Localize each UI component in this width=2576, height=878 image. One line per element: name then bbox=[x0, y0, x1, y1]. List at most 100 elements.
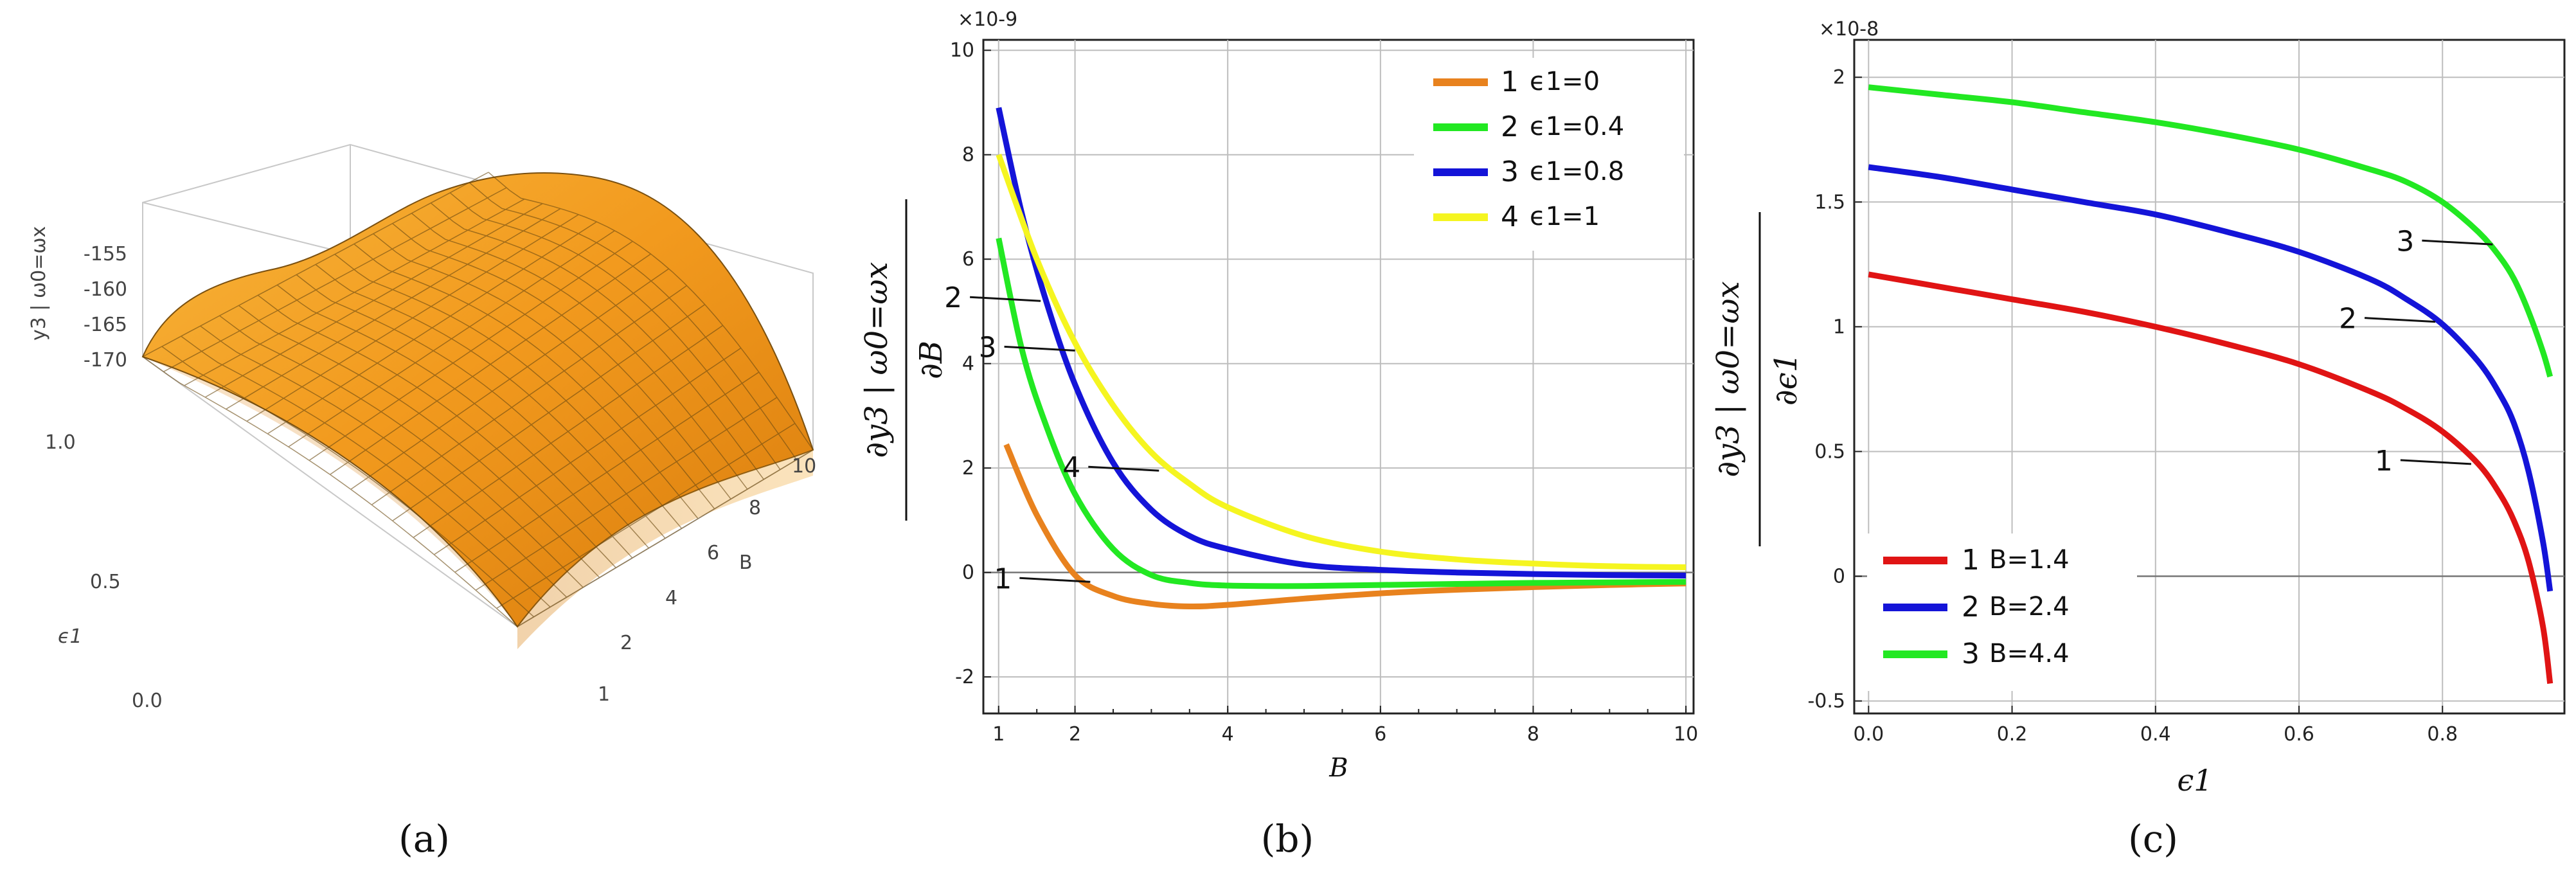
y-tick-label: 0.5 bbox=[1814, 440, 1845, 463]
annotation-leader bbox=[2365, 317, 2436, 323]
surface-right-edge bbox=[517, 450, 813, 649]
series-line-2 bbox=[996, 237, 1686, 589]
svg-text:B=4.4: B=4.4 bbox=[1989, 639, 2070, 668]
y-axis-label: ∂y3 | ω0=ωx ∂ϵ1 bbox=[1710, 212, 1804, 546]
svg-text:3: 3 bbox=[1501, 156, 1519, 188]
x-tick: 1.0 bbox=[45, 431, 76, 454]
svg-text:ϵ1=0.8: ϵ1=0.8 bbox=[1530, 157, 1624, 186]
y-tick-label: 2 bbox=[1833, 66, 1845, 89]
y-tick: 6 bbox=[707, 542, 719, 564]
scale-label: ×10-8 bbox=[1819, 18, 1879, 40]
y-label-denominator: ∂ϵ1 bbox=[1768, 353, 1804, 406]
svg-text:ϵ1=1: ϵ1=1 bbox=[1530, 202, 1600, 231]
y-tick-label: 0 bbox=[1833, 566, 1845, 588]
series-line-2 bbox=[1868, 164, 2554, 592]
legend-item: 3 B=4.4 bbox=[1883, 638, 2070, 670]
x-axis-label: B bbox=[1328, 753, 1348, 783]
y-tick-label: 1 bbox=[1833, 316, 1845, 338]
gridlines bbox=[1854, 40, 2564, 713]
series-line-3 bbox=[996, 107, 1686, 578]
z-axis-label: y3 | ω0=ωx bbox=[28, 226, 50, 341]
svg-text:B=1.4: B=1.4 bbox=[1989, 545, 2070, 575]
annotation-label: 2 bbox=[2339, 303, 2357, 336]
mesh-line bbox=[469, 182, 798, 460]
y-tick-label: 8 bbox=[962, 144, 974, 166]
annotation-leader bbox=[970, 296, 1041, 302]
curve-annotations: 1 2 3 bbox=[2339, 225, 2493, 478]
x-axis-label: ϵ1 bbox=[58, 625, 82, 648]
series-line-1 bbox=[1003, 443, 1686, 610]
series-line-1 bbox=[1868, 271, 2554, 684]
z-tick: -170 bbox=[84, 349, 127, 372]
y-tick-label: 6 bbox=[962, 248, 974, 271]
x-tick-label: 0.2 bbox=[1997, 723, 2028, 746]
surface-mesh bbox=[142, 172, 814, 627]
legend-item: 4 ϵ1=1 bbox=[1433, 201, 1600, 233]
series-line-3 bbox=[1868, 84, 2554, 378]
ticks: 0.0 0.2 0.4 0.6 0.8 -0.5 0 0.5 1 1.5 2 bbox=[1807, 66, 2458, 746]
series-group bbox=[996, 107, 1686, 610]
x-tick-label: 2 bbox=[1069, 723, 1081, 746]
y-tick-label: -0.5 bbox=[1807, 690, 1845, 713]
x-tick-label: 0.0 bbox=[1853, 723, 1884, 746]
y-tick: 2 bbox=[620, 632, 632, 654]
x-axis-label: ϵ1 bbox=[2177, 763, 2212, 798]
y-tick-label: -2 bbox=[955, 666, 974, 688]
mesh-line bbox=[184, 199, 525, 386]
y-axis: 10 8 6 4 2 1 B bbox=[598, 455, 816, 706]
y-tick-label: 4 bbox=[962, 353, 974, 375]
legend-item: 1 B=1.4 bbox=[1883, 544, 2070, 577]
legend-item: 1 ϵ1=0 bbox=[1433, 66, 1600, 98]
y-axis-label: ∂y3 | ω0=ωx ∂B bbox=[859, 199, 949, 521]
x-tick-label: 0.8 bbox=[2427, 723, 2458, 746]
svg-text:B=2.4: B=2.4 bbox=[1989, 592, 2070, 622]
x-tick-label: 0.6 bbox=[2284, 723, 2314, 746]
panel-a-surface-plot: -155 -160 -165 -170 y3 | ω0=ωx 1.0 0.5 0… bbox=[28, 143, 816, 861]
ticks: 1 2 4 6 8 10 -2 0 2 4 6 8 10 bbox=[950, 39, 1698, 746]
mesh-line bbox=[488, 172, 814, 451]
legend: 1 ϵ1=0 2 ϵ1=0.4 3 ϵ1=0.8 4 ϵ1=1 bbox=[1414, 58, 1684, 251]
y-tick: 4 bbox=[665, 587, 677, 609]
annotation-leader bbox=[2400, 459, 2471, 465]
y-label-denominator: ∂B bbox=[913, 341, 949, 379]
series-line-4 bbox=[996, 154, 1686, 570]
annotation-label: 1 bbox=[994, 562, 1012, 595]
annotation-leader bbox=[1019, 577, 1091, 583]
z-tick: -160 bbox=[84, 278, 127, 301]
svg-text:4: 4 bbox=[1501, 201, 1519, 233]
y-tick: 1 bbox=[598, 683, 610, 706]
mesh-line bbox=[142, 172, 489, 357]
svg-text:1: 1 bbox=[1962, 544, 1980, 577]
z-tick: -165 bbox=[84, 314, 127, 336]
mesh-line bbox=[163, 187, 507, 372]
annotation-label: 4 bbox=[1062, 451, 1080, 484]
annotation-leader bbox=[1088, 465, 1159, 472]
y-label-numerator: ∂y3 | ω0=ωx bbox=[1710, 281, 1746, 477]
annotation-label: 3 bbox=[979, 331, 997, 364]
z-axis: -155 -160 -165 -170 y3 | ω0=ωx bbox=[28, 226, 127, 372]
x-tick-label: 4 bbox=[1222, 723, 1234, 746]
svg-text:1: 1 bbox=[1501, 66, 1519, 98]
x-tick: 0.5 bbox=[90, 571, 121, 593]
legend: 1 B=1.4 2 B=2.4 3 B=4.4 bbox=[1867, 533, 2137, 691]
annotation-label: 3 bbox=[2396, 225, 2414, 258]
annotation-leader bbox=[2422, 239, 2493, 246]
x-tick-label: 1 bbox=[992, 723, 1005, 746]
svg-text:3: 3 bbox=[1962, 638, 1980, 670]
annotation-label: 1 bbox=[2375, 445, 2393, 478]
caption-c: (c) bbox=[2128, 817, 2178, 861]
annotation-label: 2 bbox=[944, 282, 962, 314]
x-tick-label: 0.4 bbox=[2140, 723, 2171, 746]
series-group bbox=[1868, 84, 2554, 684]
y-tick-label: 10 bbox=[950, 39, 974, 62]
y-tick-label: 1.5 bbox=[1814, 191, 1845, 213]
z-tick: -155 bbox=[84, 243, 127, 265]
svg-text:ϵ1=0: ϵ1=0 bbox=[1530, 67, 1600, 96]
y-label-numerator: ∂y3 | ω0=ωx bbox=[859, 262, 895, 458]
x-tick-label: 10 bbox=[1674, 723, 1698, 746]
surface-top bbox=[141, 172, 814, 628]
caption-a: (a) bbox=[398, 817, 450, 861]
